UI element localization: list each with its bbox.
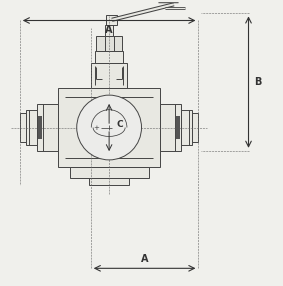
- Bar: [70, 167, 149, 178]
- Bar: [176, 116, 180, 140]
- Bar: [91, 63, 127, 88]
- Bar: [26, 110, 37, 145]
- Bar: [181, 110, 192, 145]
- Bar: [105, 25, 113, 36]
- Text: +: +: [93, 124, 99, 130]
- Text: B: B: [254, 77, 261, 87]
- Bar: [38, 116, 42, 140]
- Bar: [160, 104, 181, 151]
- Circle shape: [77, 95, 142, 160]
- Text: C: C: [116, 120, 123, 129]
- Text: A: A: [141, 254, 148, 264]
- Bar: [20, 114, 26, 142]
- Bar: [58, 88, 160, 167]
- Bar: [89, 178, 129, 185]
- Bar: [95, 51, 123, 63]
- Bar: [192, 114, 198, 142]
- Text: A: A: [105, 25, 113, 35]
- Bar: [96, 36, 123, 51]
- Bar: [37, 104, 58, 151]
- Bar: [106, 15, 117, 25]
